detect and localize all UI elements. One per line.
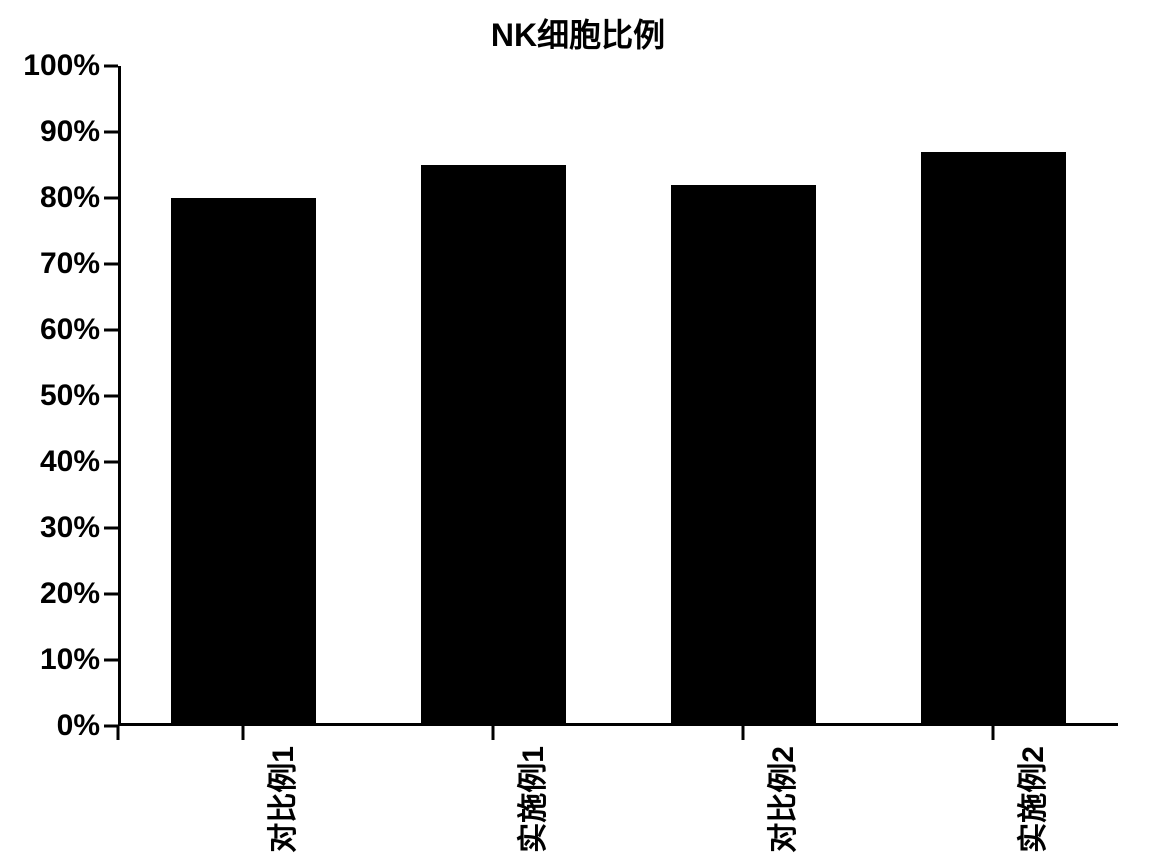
y-tick-label: 0% <box>57 709 118 743</box>
x-tick-label: 对比例1 <box>258 746 302 853</box>
x-tick-label: 实施例2 <box>1008 746 1052 853</box>
x-tick-mark <box>242 726 245 740</box>
y-tick-label: 100% <box>23 49 118 83</box>
plot-area: 0%10%20%30%40%50%60%70%80%90%100%对比例1实施例… <box>118 66 1118 726</box>
y-tick-label: 80% <box>40 181 118 215</box>
x-tick-mark <box>992 726 995 740</box>
x-tick-mark <box>492 726 495 740</box>
y-tick-label: 40% <box>40 445 118 479</box>
y-tick-label: 10% <box>40 643 118 677</box>
y-tick-label: 50% <box>40 379 118 413</box>
x-tick-mark <box>117 726 120 740</box>
y-tick-label: 20% <box>40 577 118 611</box>
chart-title: NK细胞比例 <box>0 10 1156 56</box>
y-tick-label: 90% <box>40 115 118 149</box>
bar <box>671 185 816 726</box>
bar <box>421 165 566 726</box>
y-tick-label: 30% <box>40 511 118 545</box>
x-tick-label: 实施例1 <box>508 746 552 853</box>
x-tick-label: 对比例2 <box>758 746 802 853</box>
y-axis <box>118 66 121 726</box>
bar <box>171 198 316 726</box>
x-tick-mark <box>742 726 745 740</box>
bar-chart: NK细胞比例 0%10%20%30%40%50%60%70%80%90%100%… <box>0 0 1156 860</box>
y-tick-label: 70% <box>40 247 118 281</box>
y-tick-label: 60% <box>40 313 118 347</box>
bar <box>921 152 1066 726</box>
